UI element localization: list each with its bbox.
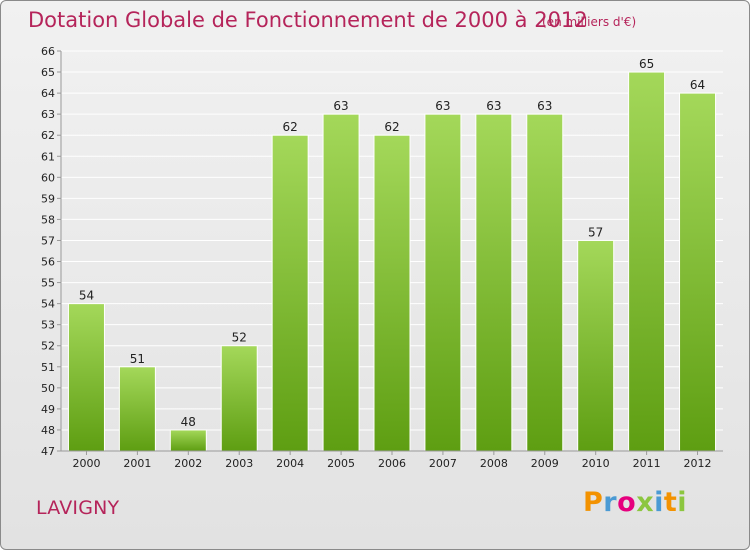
y-axis: 47 48 49 50 51 52 53 54 55 56 57 58 59 60 61 62 63 64 65 66 bbox=[41, 45, 62, 458]
bar-2010 bbox=[577, 239, 615, 452]
y-tick-label: 66 bbox=[41, 45, 55, 58]
bar-2000 bbox=[67, 303, 105, 452]
data-label: 62 bbox=[384, 120, 399, 134]
y-tick-label: 52 bbox=[41, 340, 55, 353]
bar-2008 bbox=[475, 113, 513, 452]
x-tick-label: 2004 bbox=[276, 457, 304, 470]
x-tick-label: 2012 bbox=[684, 457, 712, 470]
bar-2006 bbox=[373, 134, 411, 452]
y-tick-label: 62 bbox=[41, 129, 55, 142]
bar-2007 bbox=[424, 113, 462, 452]
data-label: 63 bbox=[537, 99, 552, 113]
x-tick-label: 2006 bbox=[378, 457, 406, 470]
proxiti-logo: Proxiti bbox=[583, 487, 687, 518]
bar-2003 bbox=[220, 345, 258, 452]
y-tick-label: 47 bbox=[41, 445, 55, 458]
bar-2002 bbox=[169, 429, 207, 452]
x-tick-label: 2010 bbox=[582, 457, 610, 470]
logo-letter: x bbox=[636, 487, 655, 518]
data-label: 65 bbox=[639, 57, 654, 71]
y-tick-label: 50 bbox=[41, 382, 55, 395]
x-tick-label: 2001 bbox=[123, 457, 151, 470]
data-label: 52 bbox=[232, 331, 247, 345]
logo-letter: i bbox=[654, 487, 664, 518]
x-tick-label: 2008 bbox=[480, 457, 508, 470]
y-tick-label: 64 bbox=[41, 87, 55, 100]
data-label: 63 bbox=[333, 99, 348, 113]
data-label: 63 bbox=[486, 99, 501, 113]
data-label: 57 bbox=[588, 225, 603, 239]
bars: 54 51 48 52 62 63 62 63 63 63 57 65 64 bbox=[67, 57, 717, 452]
data-label: 54 bbox=[79, 289, 94, 303]
bar-2004 bbox=[271, 134, 309, 452]
y-tick-label: 58 bbox=[41, 213, 55, 226]
data-label: 51 bbox=[130, 352, 145, 366]
y-tick-label: 55 bbox=[41, 277, 55, 290]
y-tick-label: 57 bbox=[41, 234, 55, 247]
x-axis: 2000 2001 2002 2003 2004 2005 2006 2007 2008 2009… bbox=[61, 450, 723, 470]
bar-2005 bbox=[322, 113, 360, 452]
y-tick-label: 63 bbox=[41, 108, 55, 121]
y-tick-label: 54 bbox=[41, 298, 55, 311]
x-tick-label: 2002 bbox=[174, 457, 202, 470]
data-label: 62 bbox=[283, 120, 298, 134]
x-tick-label: 2007 bbox=[429, 457, 457, 470]
logo-letter: t bbox=[663, 487, 678, 518]
bar-2011 bbox=[628, 71, 666, 452]
y-tick-label: 56 bbox=[41, 256, 55, 269]
bar-2012 bbox=[679, 92, 717, 452]
y-tick-label: 60 bbox=[41, 171, 55, 184]
y-tick-label: 65 bbox=[41, 66, 55, 79]
data-label: 48 bbox=[181, 415, 196, 429]
y-tick-label: 51 bbox=[41, 361, 55, 374]
y-tick-label: 53 bbox=[41, 319, 55, 332]
commune-name: LAVIGNY bbox=[36, 497, 120, 519]
x-tick-label: 2003 bbox=[225, 457, 253, 470]
y-tick-label: 59 bbox=[41, 192, 55, 205]
y-tick-label: 61 bbox=[41, 150, 55, 163]
x-tick-label: 2000 bbox=[72, 457, 100, 470]
data-label: 63 bbox=[435, 99, 450, 113]
x-tick-label: 2009 bbox=[531, 457, 559, 470]
data-label: 64 bbox=[690, 78, 705, 92]
bar-2001 bbox=[118, 366, 156, 452]
logo-letter: i bbox=[677, 487, 688, 518]
x-tick-label: 2011 bbox=[633, 457, 661, 470]
chart-title: Dotation Globale de Fonctionnement de 20… bbox=[28, 8, 588, 32]
bar-2009 bbox=[526, 113, 564, 452]
y-tick-label: 49 bbox=[41, 403, 55, 416]
logo-letter: o bbox=[617, 487, 637, 518]
x-tick-label: 2005 bbox=[327, 457, 355, 470]
logo-letter: P bbox=[583, 487, 604, 518]
chart-subtitle: (en milliers d'€) bbox=[542, 15, 637, 29]
logo-letter: r bbox=[603, 487, 618, 518]
y-tick-label: 48 bbox=[41, 424, 55, 437]
